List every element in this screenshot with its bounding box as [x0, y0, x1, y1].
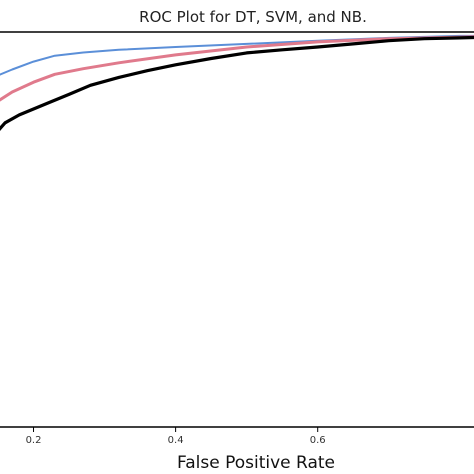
series-black-line — [0, 35, 474, 131]
x-axis-ticks: 0.2 0.4 0.6 — [26, 427, 326, 446]
x-tick-label: 0.4 — [168, 435, 184, 446]
x-tick-label: 0.6 — [310, 435, 326, 446]
plot-frame — [0, 31, 474, 428]
x-tick-label: 0.2 — [26, 435, 42, 446]
series-layer — [0, 34, 474, 131]
x-axis-label: False Positive Rate — [177, 453, 335, 473]
chart-title: ROC Plot for DT, SVM, and NB. — [139, 8, 367, 26]
